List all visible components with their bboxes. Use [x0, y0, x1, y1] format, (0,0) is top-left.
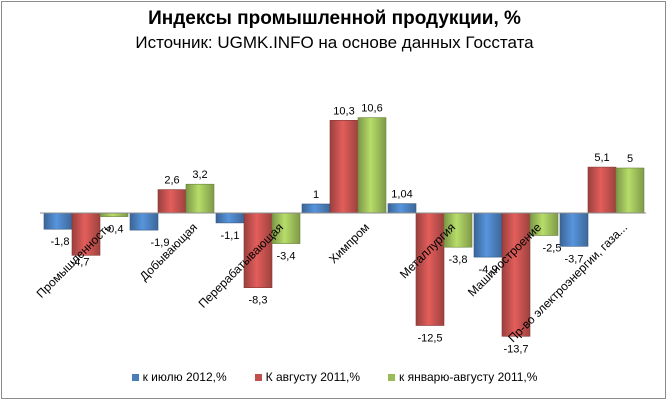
bar-2-3	[357, 117, 387, 214]
data-label-2-3: 10,6	[361, 103, 382, 115]
category-label-3: Химпром	[326, 220, 372, 266]
bar-2-6	[615, 167, 645, 214]
legend-swatch-series-1	[254, 373, 262, 381]
data-label-1-3: 10,3	[333, 105, 354, 117]
data-label-0-6: -3,7	[565, 253, 584, 265]
bar-1-0	[71, 212, 101, 256]
data-label-1-6: 5,1	[594, 152, 609, 164]
data-label-0-1: -1,9	[151, 237, 170, 249]
legend-swatch-series-0	[131, 373, 139, 381]
bar-1-5	[501, 212, 531, 337]
data-label-2-6: 5	[627, 153, 633, 165]
category-label-2: Перерабатывающая	[196, 220, 287, 311]
legend-label-series-1: К августу 2011,%	[265, 370, 361, 384]
bar-1-4	[415, 212, 445, 326]
legend-item-series-1: К августу 2011,%	[254, 370, 361, 384]
bar-0-0	[43, 212, 73, 230]
chart-subtitle: Источник: UGMK.INFO на основе данных Гос…	[135, 33, 534, 52]
bar-0-2	[215, 212, 245, 224]
bar-2-4	[443, 212, 473, 248]
bar-1-2	[243, 212, 273, 288]
bar-0-3	[301, 203, 331, 214]
bar-1-3	[329, 120, 359, 214]
data-label-0-5: -4,9	[479, 264, 498, 276]
legend-item-series-2: к январю-августу 2011,%	[388, 370, 537, 384]
legend-label-series-2: к январю-августу 2011,%	[399, 370, 538, 384]
data-label-1-4: -12,5	[417, 333, 442, 345]
data-label-1-5: -13,7	[503, 343, 528, 355]
data-label-2-4: -3,8	[449, 254, 468, 266]
bar-2-0	[99, 212, 129, 217]
data-label-1-1: 2,6	[164, 175, 179, 187]
legend-label-series-0: к июлю 2012,%	[142, 370, 227, 384]
data-label-0-0: -1,8	[51, 236, 70, 248]
bar-0-5	[473, 212, 503, 258]
bar-1-6	[587, 166, 617, 214]
bar-1-1	[157, 189, 187, 214]
bar-2-2	[271, 212, 301, 244]
legend-item-series-0: к июлю 2012,%	[131, 370, 227, 384]
bar-0-6	[559, 212, 589, 247]
bar-2-1	[185, 183, 215, 214]
data-label-0-2: -1,1	[221, 230, 240, 242]
data-label-1-0: -4,7	[71, 256, 90, 268]
data-label-0-4: 1,04	[391, 189, 412, 201]
data-label-2-2: -3,4	[277, 251, 296, 263]
data-label-1-2: -8,3	[249, 295, 268, 307]
data-label-2-5: -2,5	[543, 243, 562, 255]
bar-0-4	[387, 203, 417, 214]
data-label-2-0: -0,4	[105, 224, 124, 236]
bar-0-1	[129, 212, 159, 231]
data-label-0-3: 1	[313, 189, 319, 201]
chart-legend: к июлю 2012,% К августу 2011,% к январю-…	[0, 370, 669, 384]
data-label-2-1: 3,2	[192, 169, 207, 181]
chart-title: Индексы промышленной продукции, %	[148, 8, 521, 29]
legend-swatch-series-2	[388, 373, 396, 381]
